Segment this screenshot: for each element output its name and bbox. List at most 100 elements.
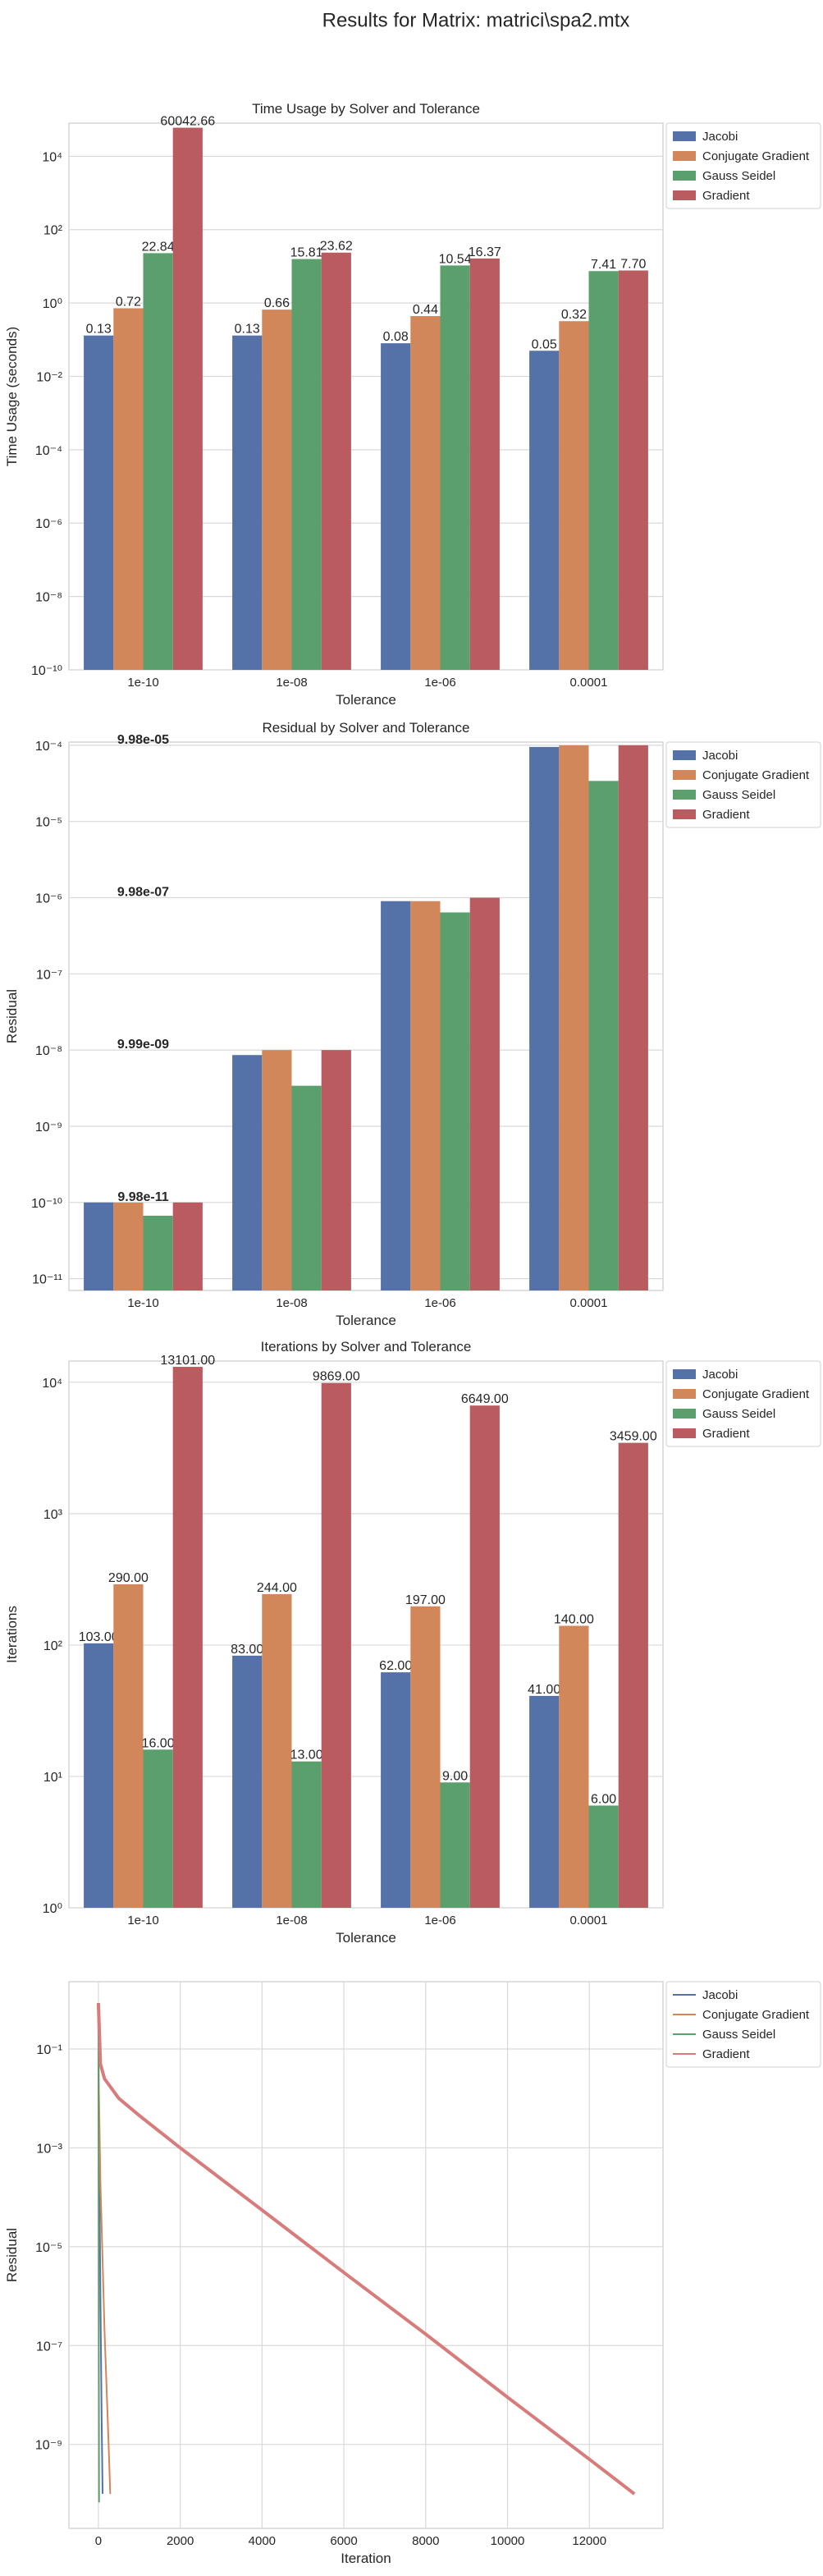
legend-label: Gradient — [702, 808, 750, 822]
bar — [559, 321, 589, 670]
y-tick-label: 10⁻⁶ — [35, 892, 62, 905]
legend-label: Jacobi — [702, 1368, 738, 1382]
legend: Jacobi Conjugate Gradient Gauss Seidel Grad… — [665, 1360, 821, 1447]
annotation: 9.98e-07 — [117, 886, 169, 900]
value-label: 13101.00 — [160, 1354, 215, 1368]
x-tick-label: 12000 — [572, 2534, 606, 2548]
bar — [588, 271, 619, 670]
value-label: 10.54 — [439, 252, 472, 266]
value-label: 9.00 — [442, 1769, 468, 1783]
bar — [232, 1055, 263, 1290]
x-tick-label: 4000 — [249, 2534, 276, 2548]
y-tick-label: 10⁻⁸ — [35, 1044, 62, 1058]
x-tick-label: 1e-10 — [127, 676, 158, 690]
x-tick-label: 1e-08 — [276, 1914, 307, 1927]
chart-title: Iterations by Solver and Tolerance — [261, 1339, 472, 1354]
bar — [321, 252, 351, 670]
legend: Jacobi Conjugate Gradient Gauss Seidel Grad… — [665, 741, 821, 828]
value-label: 3459.00 — [610, 1430, 657, 1444]
bar — [381, 901, 411, 1290]
bar — [410, 316, 441, 670]
legend: Jacobi Conjugate Gradient Gauss Seidel Grad… — [665, 122, 821, 209]
bar — [588, 1805, 619, 1908]
bar — [172, 127, 203, 670]
y-tick-label: 10⁻⁵ — [35, 2241, 62, 2255]
y-tick-label: 10⁰ — [43, 1902, 62, 1916]
value-label: 16.00 — [142, 1736, 175, 1750]
value-label: 0.13 — [235, 323, 260, 337]
x-tick-label: 1e-10 — [127, 1296, 158, 1310]
legend-label: Gauss Seidel — [702, 1407, 775, 1421]
value-label: 41.00 — [528, 1683, 560, 1697]
x-tick-label: 6000 — [330, 2534, 357, 2548]
value-label: 0.72 — [116, 295, 141, 309]
x-tick-label: 0 — [95, 2534, 102, 2548]
bar — [143, 1215, 173, 1290]
bar — [113, 308, 144, 670]
x-tick-label: 2000 — [167, 2534, 194, 2548]
legend-label: Gauss Seidel — [702, 788, 775, 802]
bar — [321, 1382, 351, 1908]
legend-box — [665, 122, 821, 209]
legend-label: Gradient — [702, 2047, 750, 2061]
bar — [381, 1672, 411, 1908]
bar — [529, 1695, 560, 1908]
suptitle: Results for Matrix: matrici\spa2.mtx — [322, 9, 630, 31]
legend-label: Gauss Seidel — [702, 2028, 775, 2042]
bar — [559, 1625, 589, 1908]
x-tick-label: 1e-06 — [424, 1914, 455, 1927]
value-label: 22.84 — [142, 240, 175, 254]
legend-swatch — [673, 809, 696, 819]
y-tick-label: 10⁻⁷ — [36, 968, 62, 982]
y-axis-label: Residual — [4, 989, 20, 1043]
annotation: 9.98e-11 — [117, 1190, 168, 1204]
bar — [588, 781, 619, 1290]
value-label: 0.05 — [532, 337, 557, 351]
bar — [84, 1202, 114, 1290]
bar — [618, 745, 648, 1290]
legend-label: Conjugate Gradient — [702, 768, 810, 782]
value-label: 7.70 — [620, 257, 646, 271]
legend-swatch — [673, 151, 696, 161]
y-tick-label: 10⁻⁴ — [35, 740, 62, 754]
y-tick-label: 10² — [43, 224, 63, 238]
value-label: 16.37 — [469, 245, 501, 259]
x-tick-label: 1e-08 — [276, 676, 307, 690]
bar — [172, 1367, 203, 1908]
x-tick-label: 1e-06 — [424, 676, 455, 690]
bar — [113, 1202, 144, 1290]
value-label: 83.00 — [231, 1643, 263, 1657]
legend-swatch — [673, 1389, 696, 1399]
legend-swatch — [673, 790, 696, 800]
y-tick-label: 10⁻⁵ — [35, 816, 62, 830]
value-label: 244.00 — [257, 1581, 297, 1595]
y-tick-label: 10⁻⁶ — [35, 517, 62, 531]
y-tick-label: 10⁻⁷ — [36, 2340, 62, 2354]
annotation: 9.99e-09 — [117, 1038, 169, 1052]
bar — [469, 897, 500, 1290]
legend-swatch — [673, 770, 696, 780]
y-axis-label: Iterations — [4, 1606, 20, 1663]
y-tick-label: 10⁻¹¹ — [32, 1273, 62, 1287]
value-label: 6649.00 — [461, 1392, 509, 1406]
legend-label: Jacobi — [702, 1988, 738, 2002]
value-label: 103.00 — [79, 1630, 119, 1644]
plot-area — [68, 1981, 664, 2529]
y-tick-label: 10⁻⁴ — [35, 444, 62, 458]
y-tick-label: 10¹ — [43, 1771, 62, 1785]
x-tick-label: 0.0001 — [570, 1296, 608, 1310]
value-label: 290.00 — [108, 1571, 149, 1585]
value-label: 60042.66 — [160, 115, 215, 129]
y-tick-label: 10⁻¹⁰ — [31, 664, 62, 678]
value-label: 62.00 — [379, 1659, 412, 1673]
bar — [262, 1050, 292, 1290]
legend-swatch — [673, 171, 696, 181]
y-tick-label: 10⁻³ — [36, 2142, 62, 2156]
legend-label: Conjugate Gradient — [702, 149, 810, 163]
bar — [291, 259, 322, 670]
bar — [529, 351, 560, 670]
value-label: 0.44 — [413, 303, 438, 317]
legend-label: Gradient — [702, 189, 750, 203]
bar — [262, 1593, 292, 1908]
